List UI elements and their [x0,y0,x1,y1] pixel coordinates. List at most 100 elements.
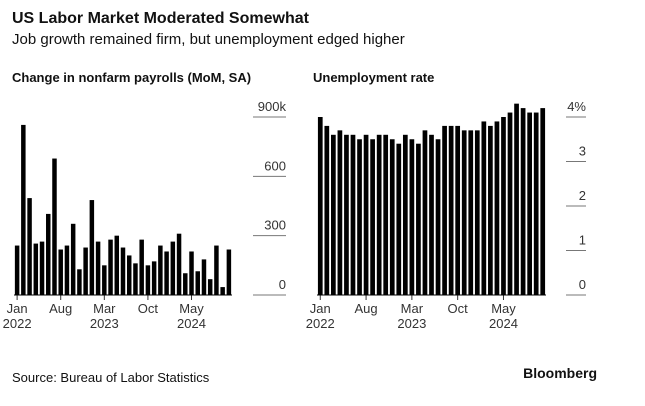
bar [176,233,182,295]
bar [448,125,454,296]
bar [27,198,32,295]
subtitle: Job growth remained firm, but unemployme… [12,31,405,48]
x-year-label: 2024 [177,316,206,331]
bar [139,239,144,295]
y-tick-label: 0 [579,277,586,292]
bar [14,245,20,295]
bar [114,235,120,295]
y-tick-label: 1 [579,233,586,248]
bar [376,134,382,295]
bar [214,245,219,295]
x-tick-label: Aug [355,301,378,316]
bar [52,158,57,295]
bar [383,134,389,295]
bar [396,143,402,295]
title: US Labor Market Moderated Somewhat [12,10,310,27]
bar [461,130,467,295]
bar [494,121,500,295]
bar [422,130,428,295]
y-tick-label: 2 [579,188,586,203]
y-tick-label: 600 [264,158,286,173]
bar [21,124,26,296]
bar [145,265,151,295]
bar [195,271,200,295]
source: Source: Bureau of Labor Statistics [12,370,210,385]
bar [468,130,474,295]
bar [83,247,88,295]
bar [33,243,39,295]
bar [164,251,169,295]
y-tick-label: 3 [579,144,586,159]
bar [133,263,138,295]
x-tick-label: Jan [310,301,331,316]
bar [357,139,362,295]
chart-title: Unemployment rate [313,70,434,85]
bar [389,139,395,295]
bar [501,117,506,295]
bar [151,261,157,295]
x-tick-label: Oct [448,301,469,316]
bar [189,251,194,295]
bar [120,247,126,295]
bar [70,223,76,295]
y-tick-label: 0 [279,277,286,292]
bar [226,249,232,295]
x-year-label: 2024 [489,316,518,331]
x-tick-label: May [179,301,204,316]
bar [416,143,421,295]
x-tick-label: Mar [401,301,424,316]
bar [507,112,513,295]
bar [102,265,107,295]
bar [481,121,487,295]
x-tick-label: Aug [49,301,72,316]
bar [442,125,447,296]
bar [344,134,349,295]
bar [533,112,539,295]
bar [89,200,95,295]
bar [108,239,113,295]
bar [331,134,336,295]
x-year-label: 2022 [3,316,32,331]
bar [337,130,343,295]
x-year-label: 2023 [397,316,426,331]
bar [455,125,461,296]
bar [363,134,369,295]
x-tick-label: Mar [93,301,116,316]
bar [488,125,493,296]
x-year-label: 2023 [90,316,119,331]
bar [514,103,519,296]
bar [64,245,70,295]
chart-title: Change in nonfarm payrolls (MoM, SA) [12,70,251,85]
bar [435,139,441,295]
bar [370,139,375,295]
bar [183,273,188,295]
bar [350,134,356,295]
y-tick-label: 300 [264,218,286,233]
brand: Bloomberg [523,365,597,381]
bar [474,130,480,295]
bar [317,117,323,295]
y-tick-label: 900k [258,99,287,114]
bar [126,255,132,295]
bar [402,134,408,295]
bar [540,108,546,295]
bar [220,287,225,295]
bar [77,269,82,295]
bar [429,134,434,295]
bar [46,213,51,295]
bar [527,112,532,295]
bar [409,139,415,295]
y-tick-label: 4% [567,99,586,114]
bar [95,241,101,295]
x-tick-label: Oct [138,301,159,316]
bar [520,108,526,295]
bar [158,245,163,295]
x-tick-label: May [491,301,516,316]
bar [207,279,213,295]
bar [39,241,45,295]
bar [170,241,176,295]
x-tick-label: Jan [7,301,28,316]
bar [58,249,63,295]
bar [324,125,330,296]
